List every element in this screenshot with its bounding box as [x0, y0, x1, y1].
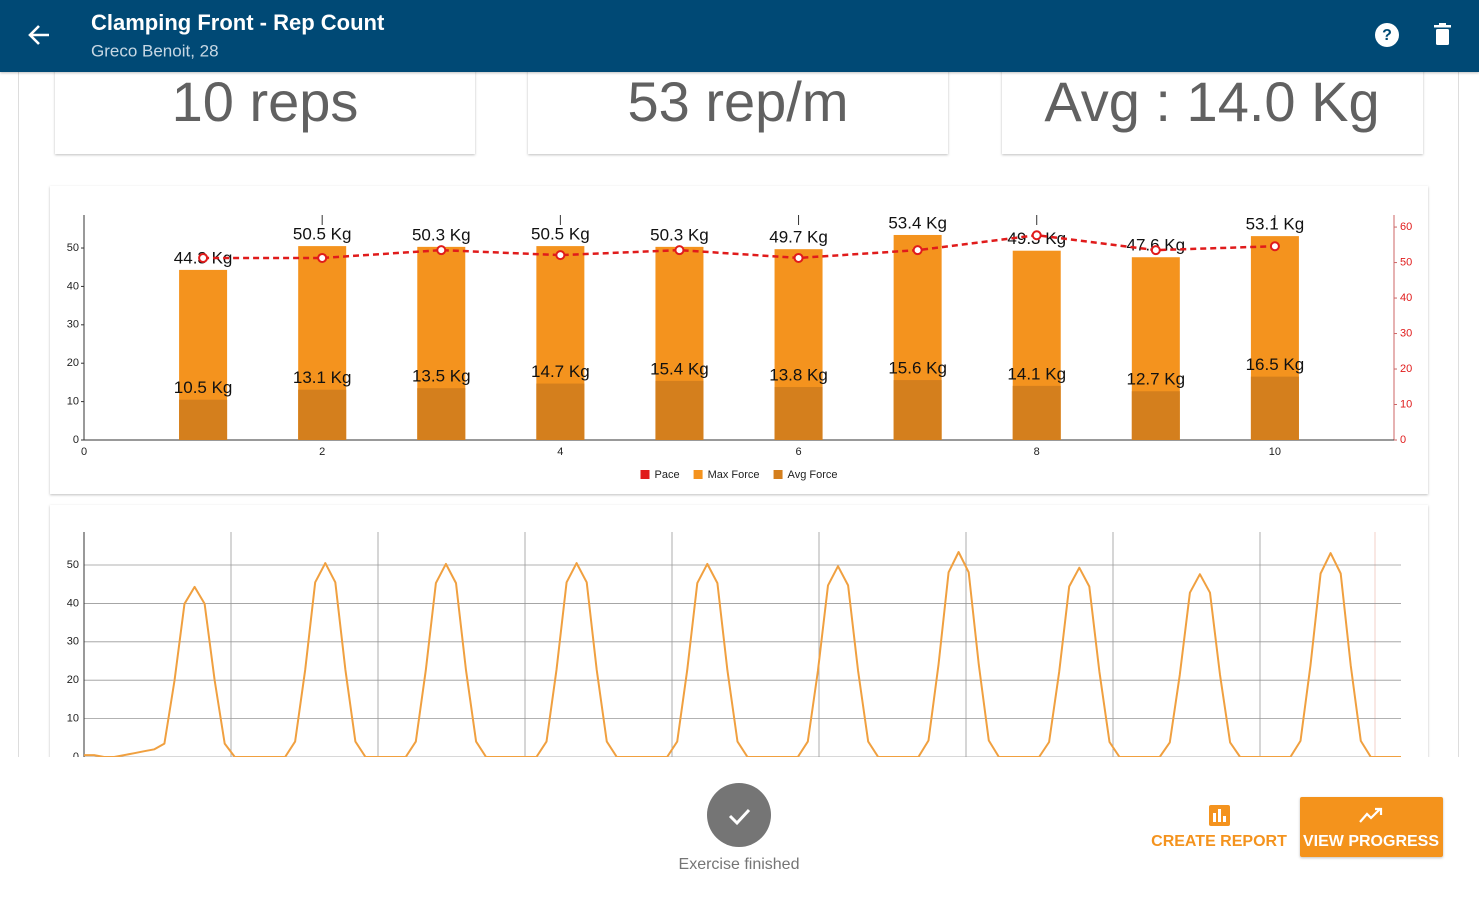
bar — [179, 399, 228, 440]
value-label: 13.5 Kg — [412, 367, 471, 386]
pace-point — [317, 252, 328, 263]
status-text: Exercise finished — [679, 856, 800, 873]
y2-tick-label: 60 — [1400, 221, 1412, 233]
y-tick-label: 40 — [67, 597, 79, 609]
pace-point — [555, 250, 566, 261]
bar — [1250, 376, 1299, 440]
y2-tick-label: 30 — [1400, 327, 1412, 339]
pace-point — [1269, 241, 1280, 252]
pace-point — [674, 245, 685, 256]
x-tick-label: 0 — [81, 446, 87, 458]
y-tick-label: 0 — [73, 434, 79, 446]
stat-card — [1002, 72, 1423, 154]
y-tick-label: 30 — [67, 319, 79, 331]
force-chart: 0 10 20 30 40 50 — [67, 532, 1401, 763]
value-label: 13.8 Kg — [769, 365, 828, 384]
y-tick-label: 40 — [67, 280, 79, 292]
pace-point — [1031, 230, 1042, 241]
value-label: 15.6 Kg — [888, 359, 947, 378]
y-tick-label: 20 — [67, 357, 79, 369]
pace-point — [1150, 245, 1161, 256]
stat-card — [55, 72, 475, 154]
create-report-label[interactable]: CREATE REPORT — [1151, 833, 1287, 850]
bar — [536, 383, 585, 440]
y-tick-label: 20 — [67, 674, 79, 686]
value-label: 10.5 Kg — [174, 378, 233, 397]
value-label: 50.5 Kg — [531, 225, 590, 244]
stat-avg: Avg : 14.0 Kg — [1044, 70, 1379, 133]
y-tick-label: 30 — [67, 636, 79, 648]
back-button[interactable] — [28, 25, 49, 45]
scroll-area: 10 reps 53 rep/m Avg : 14.0 Kg 010203040… — [18, 70, 1459, 763]
value-label: 53.1 Kg — [1246, 215, 1305, 234]
app-title: Clamping Front - Rep Count — [91, 10, 385, 35]
legend-label: Avg Force — [788, 469, 838, 481]
value-label: 50.3 Kg — [412, 225, 471, 244]
value-label: 50.3 Kg — [650, 225, 709, 244]
delete-button[interactable] — [1434, 23, 1451, 45]
legend-label: Pace — [655, 469, 680, 481]
app-subtitle: Greco Benoit, 28 — [91, 41, 219, 60]
y-tick-label: 0 — [73, 751, 79, 763]
view-progress-label[interactable]: VIEW PROGRESS — [1303, 833, 1439, 850]
pace-line — [203, 233, 1275, 260]
legend-label: Max Force — [708, 469, 760, 481]
chart-card — [50, 505, 1428, 757]
value-label: 13.1 Kg — [293, 368, 352, 387]
y2-tick-label: 40 — [1400, 292, 1412, 304]
stat-reps: 10 reps — [172, 70, 359, 133]
stat-card — [528, 72, 948, 154]
x-tick-label: 6 — [795, 446, 801, 458]
y-tick-label: 10 — [67, 396, 79, 408]
legend: Pace Max Force Avg Force — [640, 469, 838, 481]
x-tick-label: 2 — [319, 446, 325, 458]
x-tick-label: 10 — [1269, 446, 1281, 458]
bar — [655, 380, 704, 440]
y-tick-label: 50 — [67, 242, 79, 254]
y2-tick-label: 10 — [1400, 398, 1412, 410]
value-label: 50.5 Kg — [293, 225, 352, 244]
value-label: 49.7 Kg — [769, 228, 828, 247]
chart-card — [50, 186, 1428, 494]
help-button[interactable]: ? — [1375, 23, 1399, 47]
y-tick-label: 50 — [67, 559, 79, 571]
pace-point — [793, 252, 804, 263]
y-tick-label: 10 — [67, 713, 79, 725]
bar — [298, 389, 347, 440]
pace-point — [198, 252, 209, 263]
value-label: 14.1 Kg — [1007, 364, 1066, 383]
finished-indicator — [707, 783, 771, 847]
legend-swatch — [693, 470, 703, 479]
value-label: 12.7 Kg — [1127, 370, 1186, 389]
value-label: 15.4 Kg — [650, 359, 709, 378]
bar — [417, 388, 466, 440]
svg-text:?: ? — [1382, 27, 1392, 44]
y2-tick-label: 0 — [1400, 434, 1406, 446]
force-line — [84, 551, 1401, 757]
value-label: 16.5 Kg — [1246, 355, 1305, 374]
bar — [1131, 391, 1180, 440]
legend-swatch — [640, 470, 650, 479]
create-report-button[interactable]: CREATE REPORT — [1151, 805, 1287, 850]
bar — [774, 387, 823, 440]
bar — [1012, 385, 1061, 440]
bar — [893, 380, 942, 440]
y2-tick-label: 50 — [1400, 256, 1412, 268]
legend-swatch — [773, 470, 783, 479]
pace-point — [912, 245, 923, 256]
value-label: 53.4 Kg — [888, 213, 947, 232]
x-tick-label: 8 — [1034, 446, 1040, 458]
view-progress-button[interactable]: VIEW PROGRESS — [1300, 797, 1443, 857]
stat-pace: 53 rep/m — [628, 70, 849, 133]
value-label: 14.7 Kg — [531, 362, 590, 381]
x-tick-label: 4 — [557, 446, 563, 458]
app-bar — [0, 0, 1479, 72]
y2-tick-label: 20 — [1400, 363, 1412, 375]
pace-point — [436, 245, 447, 256]
